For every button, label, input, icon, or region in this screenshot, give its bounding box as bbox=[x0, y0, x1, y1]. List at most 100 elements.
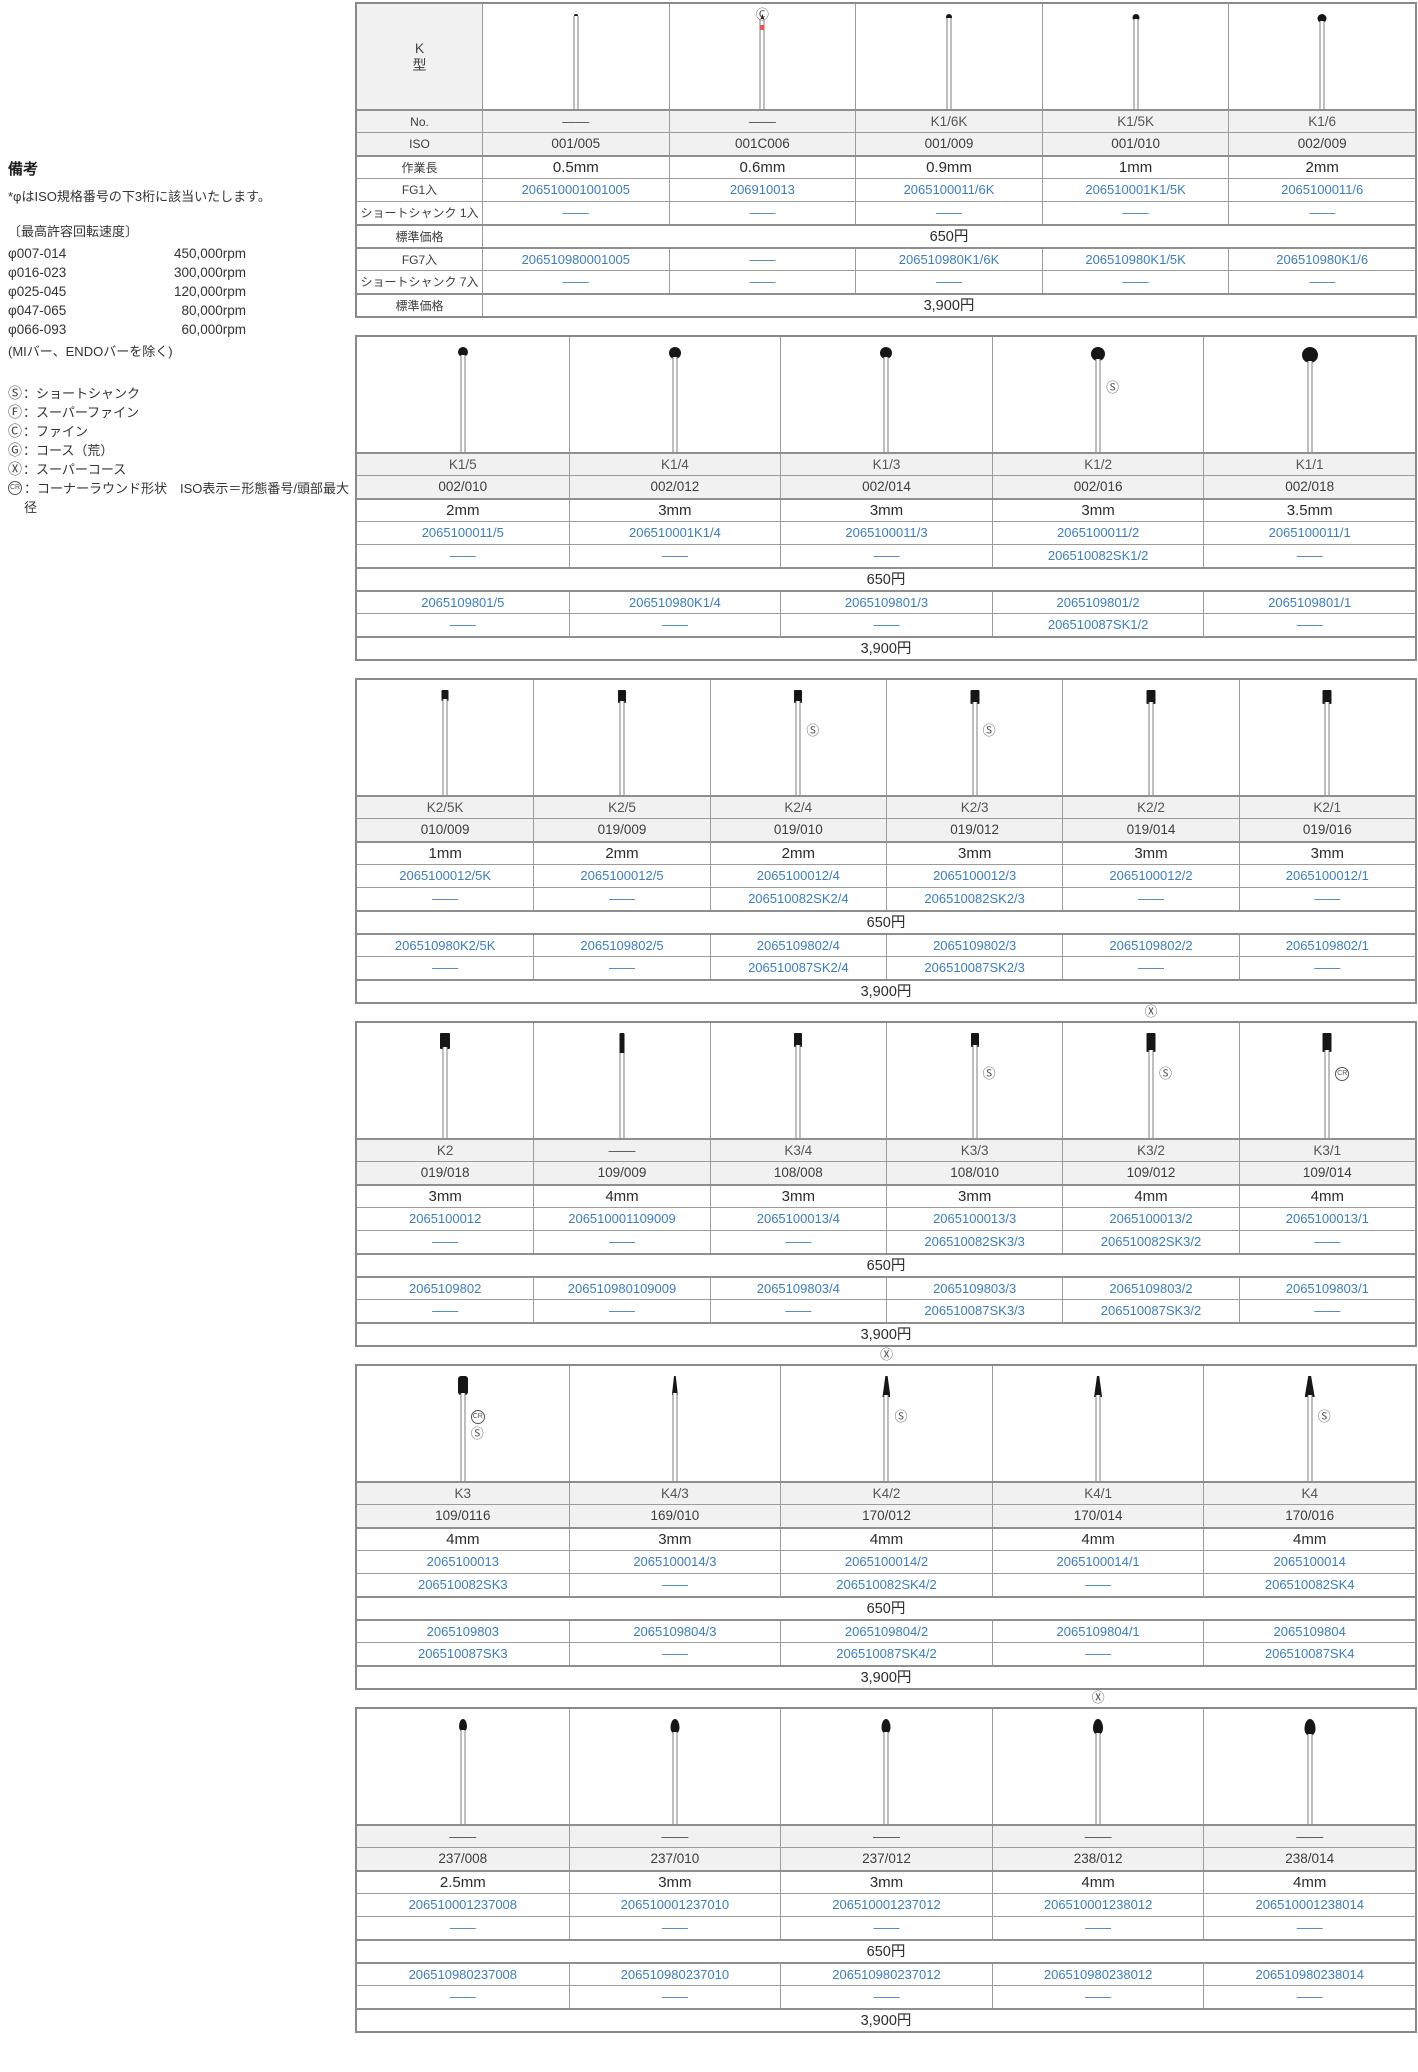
cell-length: 3mm bbox=[780, 1872, 992, 1893]
cell-no: —— bbox=[357, 1826, 569, 1847]
type-label-line: K bbox=[414, 39, 425, 56]
cell-no: K1/2 bbox=[991, 454, 1204, 475]
bur-figure bbox=[711, 680, 886, 795]
bur-shank bbox=[759, 19, 765, 109]
bur-head bbox=[1304, 1376, 1315, 1397]
cell-fg1: 206510001K1/4 bbox=[568, 522, 781, 544]
row-label: FG7入 bbox=[401, 253, 438, 267]
cell-ss7: 206510087SK3 bbox=[417, 1646, 508, 1661]
bur-illustration bbox=[357, 1709, 569, 1824]
table-row: 109/0116 169/010 170/012 170/014 170/016 bbox=[357, 1504, 1415, 1527]
bur-shank bbox=[1095, 1733, 1101, 1824]
cell-iso: 001/010 bbox=[1041, 133, 1229, 155]
cell-fg1: 206910013 bbox=[668, 179, 856, 201]
bur-shank bbox=[1319, 21, 1325, 109]
cell-ss7: —— bbox=[1238, 957, 1415, 979]
bur-figure bbox=[1204, 337, 1415, 452]
table-row: 3,900円 bbox=[357, 2008, 1415, 2031]
bur-figure bbox=[887, 1023, 1062, 1138]
cell-length: 2mm bbox=[446, 502, 480, 519]
bur-illustration bbox=[533, 1023, 709, 1138]
price-value: 650円 bbox=[866, 572, 906, 588]
speed-rpm: 450,000rpm bbox=[173, 246, 246, 261]
table-row: 650円 bbox=[357, 567, 1415, 590]
bur-figure bbox=[1063, 680, 1238, 795]
price-value: 650円 bbox=[866, 915, 906, 931]
bur-illustration bbox=[1062, 680, 1238, 795]
bur-figure bbox=[1063, 1023, 1238, 1138]
bur-row: Ⓢ Ⓢ bbox=[357, 680, 1415, 795]
bur-figure bbox=[887, 680, 1062, 795]
speed-range: φ025-045 bbox=[8, 284, 67, 299]
cell-ss7: 206510087SK3/3 bbox=[885, 1300, 1062, 1322]
cell-length: 3mm bbox=[1238, 843, 1415, 864]
cell-ss1: 206510082SK2/4 bbox=[709, 888, 886, 910]
price-value: 650円 bbox=[866, 1944, 906, 1960]
table-row: 650円 bbox=[357, 1596, 1415, 1619]
speed-rpm: 80,000rpm bbox=[181, 303, 246, 318]
bur-shank bbox=[1324, 1050, 1330, 1138]
cell-no: —— bbox=[780, 1826, 992, 1847]
bur-illustration: Ⓢ bbox=[885, 1023, 1062, 1138]
bur-shank bbox=[795, 1045, 801, 1138]
price-value: 650円 bbox=[482, 226, 1415, 247]
cell-fg7: 2065109802 bbox=[409, 1281, 482, 1296]
bur-head bbox=[1146, 1033, 1156, 1052]
short-shank-marker: Ⓢ bbox=[806, 722, 820, 738]
table-row: K3 K4/3 K4/2 K4/1 K4 bbox=[357, 1481, 1415, 1504]
bur-shank bbox=[672, 357, 678, 452]
cell-ss7: —— bbox=[780, 614, 992, 636]
price-value: 3,900円 bbox=[860, 1670, 912, 1686]
bur-figure bbox=[1043, 4, 1229, 109]
cell-iso: 019/010 bbox=[709, 819, 886, 841]
cell-fg7: 2065109803 bbox=[426, 1624, 499, 1639]
cell-no: K3 bbox=[357, 1483, 569, 1504]
table-row: —— —— —— —— —— bbox=[357, 1916, 1415, 1939]
table-row: —— —— —— 206510087SK3/3 206510087SK3/2 —— bbox=[357, 1299, 1415, 1322]
bur-illustration: Ⓧ Ⓢ bbox=[1062, 1005, 1238, 1138]
cell-ss1: —— bbox=[991, 1574, 1204, 1596]
bur-head bbox=[794, 690, 803, 703]
cell-fg1: 2065100013/4 bbox=[709, 1208, 886, 1230]
cell-ss7: —— bbox=[1203, 1986, 1415, 2008]
corner-round-marker: CR bbox=[470, 1409, 485, 1424]
grade-marker: Ⓧ bbox=[1091, 1690, 1105, 1705]
cell-length: 0.5mm bbox=[482, 157, 669, 178]
cell-ss1: —— bbox=[568, 545, 781, 567]
bur-shank bbox=[795, 701, 801, 795]
bur-shank bbox=[442, 1047, 448, 1138]
cell-fg1: 2065100012/1 bbox=[1238, 865, 1415, 887]
bur-shank bbox=[672, 1732, 678, 1824]
bur-table-k3-k4: CR Ⓢ Ⓧ Ⓢ Ⓢ K3 K4/3 K4/2 K4/1 K4 109/0116 169/010 170… bbox=[355, 1348, 1417, 1690]
table-row: —— —— —— 206510082SK3/3 206510082SK3/2 —— bbox=[357, 1230, 1415, 1253]
table-row: 206510980237008 206510980237010 2065109802… bbox=[357, 1962, 1415, 1985]
cell-iso: 002/016 bbox=[991, 476, 1204, 498]
cell-fg7: 206510980109009 bbox=[533, 1278, 709, 1299]
cell-length: 3mm bbox=[568, 500, 781, 521]
cell-ss1: —— bbox=[432, 1234, 459, 1249]
cell-ss1: —— bbox=[1238, 888, 1415, 910]
table-row: 標準価格 650円 bbox=[357, 224, 1415, 247]
bur-illustration bbox=[1238, 680, 1415, 795]
cell-no: —— bbox=[533, 1140, 710, 1161]
cell-fg7: 206510980238012 bbox=[991, 1964, 1204, 1985]
cell-length: 2mm bbox=[709, 843, 886, 864]
bur-figure bbox=[483, 4, 669, 109]
bur-table-k1: Ⓢ K1/5 K1/4 K1/3 K1/2 K1/1 002/010 002/012 002/0… bbox=[355, 335, 1417, 661]
cell-fg1: 2065100014/3 bbox=[568, 1551, 781, 1573]
table-row: K2/5K K2/5 K2/4 K2/3 K2/2 K2/1 bbox=[357, 795, 1415, 818]
cell-length: 4mm bbox=[991, 1529, 1204, 1550]
table-row: 2065100012/5K 2065100012/5 2065100012/4 206… bbox=[357, 864, 1415, 887]
bur-shank bbox=[1307, 1395, 1313, 1481]
cell-ss1: —— bbox=[1041, 202, 1229, 224]
table-row: No. —— —— K1/6K K1/5K K1/6 bbox=[357, 109, 1415, 132]
cell-fg7: 206510980K1/6 bbox=[1228, 249, 1415, 270]
bur-illustration: Ⓧ bbox=[991, 1691, 1204, 1824]
table-row: —— —— —— 206510087SK1/2 —— bbox=[357, 613, 1415, 636]
grade-symbol: Ⓕ bbox=[8, 404, 22, 420]
legend-item: Ⓖ ：コース（荒） bbox=[8, 441, 353, 460]
bur-figure bbox=[357, 1023, 533, 1138]
cell-iso: 170/016 bbox=[1203, 1505, 1415, 1527]
cell-fg7: 2065109803/1 bbox=[1238, 1278, 1415, 1299]
cell-ss1: —— bbox=[1228, 202, 1415, 224]
